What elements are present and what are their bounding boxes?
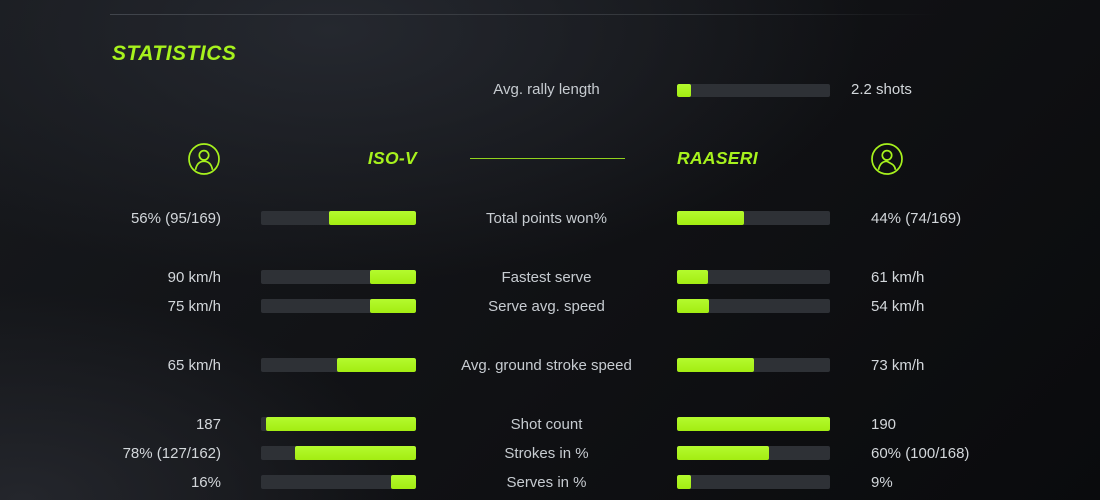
stat-bar-right-fill (677, 358, 754, 372)
stat-value-left: 75 km/h (167, 298, 221, 315)
stat-row: 75 km/h Serve avg. speed 54 km/h (0, 298, 1100, 315)
stat-bar-right (677, 417, 830, 431)
stat-bar-left (261, 446, 416, 460)
stat-value-left: 187 (195, 416, 221, 433)
stat-row: 16% Serves in % 9% (0, 474, 1100, 491)
stat-bar-left-fill (295, 446, 416, 460)
stat-value-right: 73 km/h (871, 357, 925, 374)
stat-bar-left (261, 475, 416, 489)
stat-value-right: 9% (871, 474, 893, 491)
stat-value-right: 54 km/h (871, 298, 925, 315)
stat-label: Serve avg. speed (488, 298, 605, 315)
stat-bar-left-fill (369, 299, 416, 313)
rally-value: 2.2 shots (851, 81, 912, 98)
stat-bar-right (677, 270, 830, 284)
stat-label: Total points won% (486, 210, 607, 227)
stat-value-right: 61 km/h (871, 269, 925, 286)
stat-bar-left (261, 299, 416, 313)
stat-label: Fastest serve (501, 269, 592, 286)
stat-value-left: 90 km/h (167, 269, 221, 286)
stat-bar-left (261, 358, 416, 372)
stat-row: 187 Shot count 190 (0, 416, 1100, 433)
top-divider (110, 14, 938, 15)
player-name-left: ISO-V (367, 148, 417, 168)
rally-bar-fill (677, 84, 691, 97)
stat-value-left: 16% (190, 474, 221, 491)
stat-label: Avg. ground stroke speed (461, 357, 632, 374)
stat-value-right: 60% (100/168) (871, 445, 970, 462)
stat-label: Serves in % (506, 474, 587, 491)
stat-value-right: 44% (74/169) (871, 210, 962, 227)
stat-bar-right (677, 211, 830, 225)
stat-bar-right (677, 358, 830, 372)
stat-label: Strokes in % (504, 445, 589, 462)
stat-value-left: 56% (95/169) (130, 210, 221, 227)
player-name-right: RAASERI (677, 148, 758, 168)
user-avatar-icon (871, 143, 903, 175)
stat-bar-right-fill (677, 417, 830, 431)
stat-value-left: 78% (127/162) (122, 445, 221, 462)
stat-row: 78% (127/162) Strokes in % 60% (100/168) (0, 445, 1100, 462)
stat-bar-left (261, 270, 416, 284)
user-avatar-icon (188, 143, 220, 175)
stat-bar-right-fill (677, 446, 769, 460)
rally-label: Avg. rally length (493, 81, 600, 98)
stat-bar-right (677, 299, 830, 313)
rally-bar (677, 84, 830, 97)
stat-bar-right-fill (677, 475, 691, 489)
stat-bar-left-fill (391, 475, 416, 489)
stat-bar-left (261, 417, 416, 431)
stat-bar-left (261, 211, 416, 225)
stat-bar-left-fill (329, 211, 416, 225)
page-title: STATISTICS (112, 42, 237, 65)
stat-bar-right (677, 475, 830, 489)
stat-bar-right-fill (677, 299, 710, 313)
center-divider (470, 158, 625, 159)
stat-row: 90 km/h Fastest serve 61 km/h (0, 269, 1100, 286)
stat-bar-left-fill (265, 417, 416, 431)
stat-bar-right-fill (677, 270, 708, 284)
stat-bar-right (677, 446, 830, 460)
stat-row: 56% (95/169) Total points won% 44% (74/1… (0, 210, 1100, 227)
stat-bar-left-fill (336, 358, 416, 372)
stat-row: 65 km/h Avg. ground stroke speed 73 km/h (0, 357, 1100, 374)
stat-value-right: 190 (871, 416, 897, 433)
stat-value-left: 65 km/h (167, 357, 221, 374)
stat-label: Shot count (510, 416, 583, 433)
stat-bar-right-fill (677, 211, 745, 225)
stat-bar-left-fill (369, 270, 416, 284)
